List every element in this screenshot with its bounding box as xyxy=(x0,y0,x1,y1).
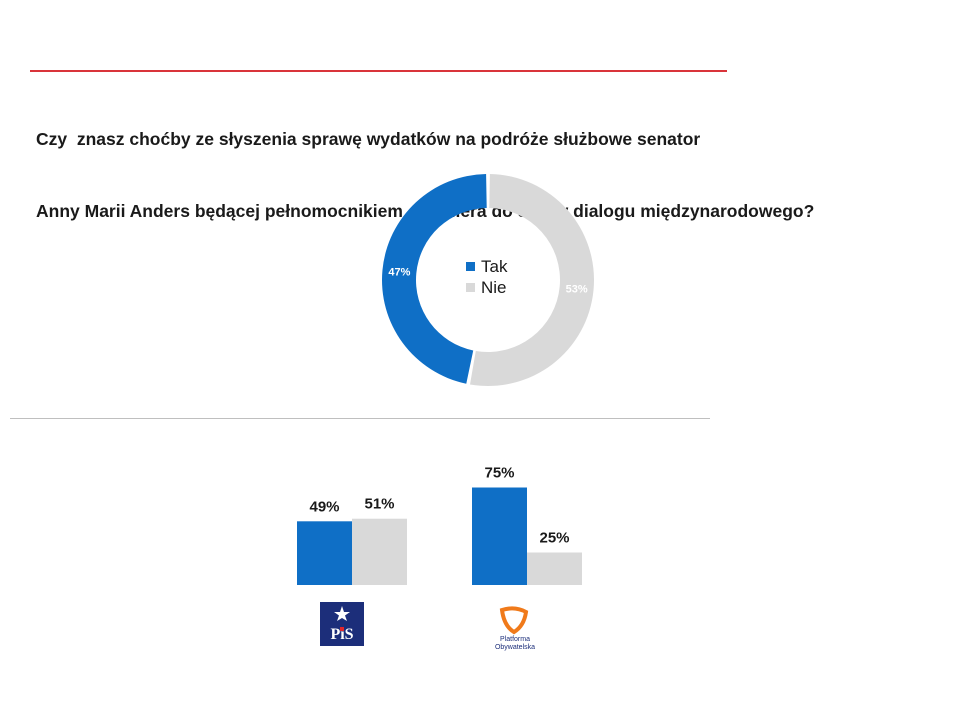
bar-label-group2-nie: 25% xyxy=(539,530,569,547)
donut-label-tak: 47% xyxy=(388,267,410,279)
question-title: Czy znasz choćby ze słyszenia sprawę wyd… xyxy=(36,79,916,247)
bar-group2-nie xyxy=(527,552,582,585)
legend-swatch-tak xyxy=(466,262,475,271)
donut-label-nie: 53% xyxy=(566,283,588,295)
donut-legend: Tak Nie xyxy=(466,256,507,298)
question-line-1: Czy znasz choćby ze słyszenia sprawę wyd… xyxy=(36,129,701,149)
bar-label-group2-tak: 75% xyxy=(484,465,514,482)
legend-item-tak: Tak xyxy=(466,256,507,277)
pis-logo-text: PiS xyxy=(330,626,353,643)
donut-slice-tak xyxy=(382,174,487,384)
donut-slice-nie xyxy=(470,174,594,386)
po-logo-line-1: Platforma xyxy=(500,636,530,643)
legend-label-nie: Nie xyxy=(481,277,507,297)
po-logo: Platforma Obywatelska xyxy=(495,606,535,651)
bar-label-group1-nie: 51% xyxy=(364,496,394,513)
donut-chart: 47% 53% xyxy=(382,174,594,386)
legend-swatch-nie xyxy=(466,283,475,292)
section-divider xyxy=(10,418,710,419)
pis-logo: PiS xyxy=(320,602,364,646)
bar-group2-tak xyxy=(472,487,527,585)
legend-item-nie: Nie xyxy=(466,277,507,298)
party-bar-chart: 49% 51% 75% 25% xyxy=(297,465,582,585)
po-heart-icon xyxy=(499,606,529,635)
pis-red-dot xyxy=(340,627,344,631)
top-accent-rule xyxy=(30,70,727,72)
po-logo-line-2: Obywatelska xyxy=(495,644,535,651)
legend-label-tak: Tak xyxy=(481,256,508,276)
bar-group1-tak xyxy=(297,521,352,585)
pis-eagle-icon xyxy=(334,606,350,621)
bar-group1-nie xyxy=(352,518,407,585)
bar-label-group1-tak: 49% xyxy=(309,498,339,515)
